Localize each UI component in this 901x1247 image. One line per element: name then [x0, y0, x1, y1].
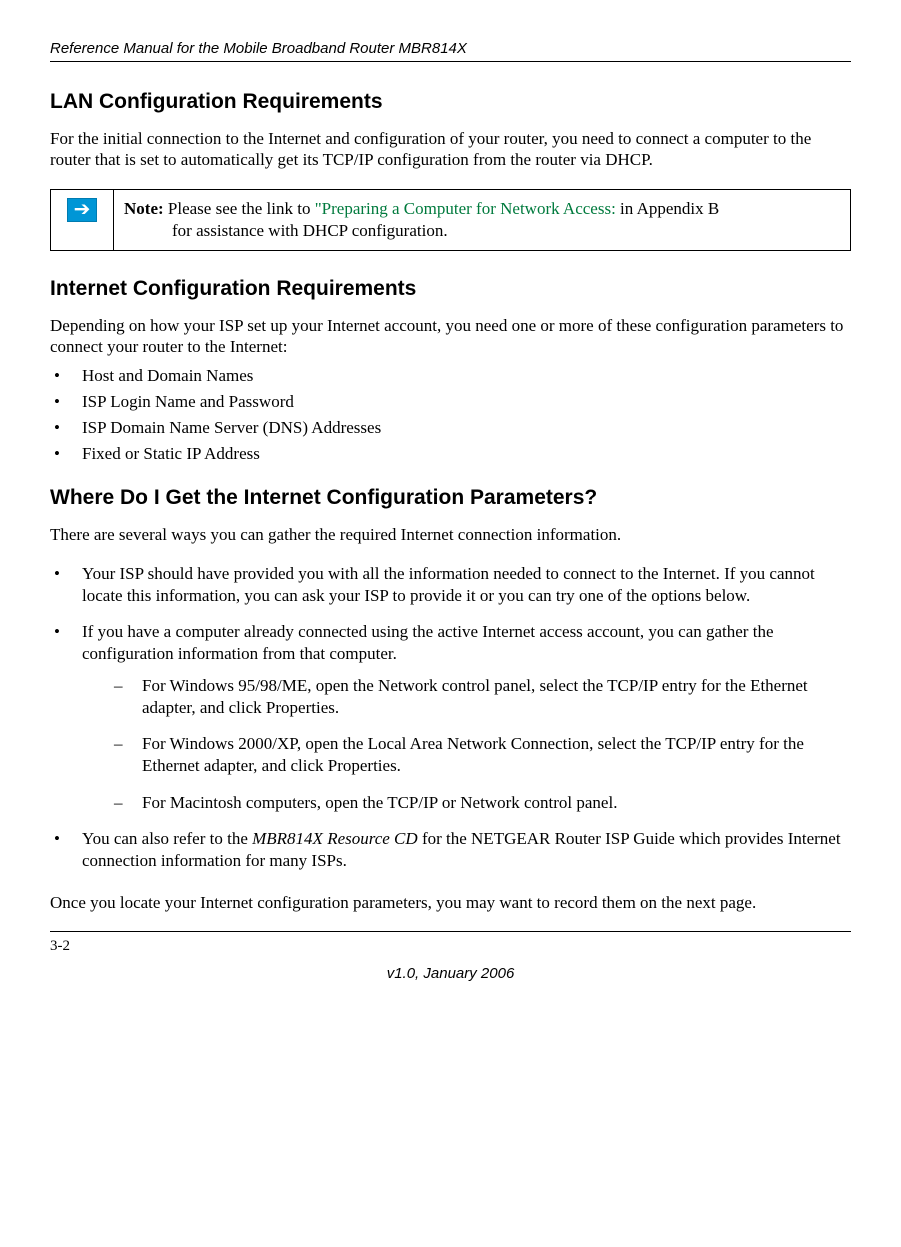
heading-internet-config: Internet Configuration Requirements	[50, 277, 851, 301]
sublist-item: For Windows 95/98/ME, open the Network c…	[82, 675, 851, 719]
list-item: ISP Login Name and Password	[50, 391, 851, 413]
note-post-link: in Appendix B	[616, 199, 719, 218]
list-item: Your ISP should have provided you with a…	[50, 563, 851, 607]
para-where-outro: Once you locate your Internet configurat…	[50, 892, 851, 913]
b3-pre: You can also refer to the	[82, 829, 252, 848]
header-rule	[50, 61, 851, 62]
heading-where-params: Where Do I Get the Internet Configuratio…	[50, 486, 851, 510]
page-number: 3-2	[50, 938, 70, 955]
note-text-cell: Note: Please see the link to "Preparing …	[114, 189, 851, 250]
footer-row: 3-2	[50, 938, 851, 955]
list-internet-params: Host and Domain Names ISP Login Name and…	[50, 365, 851, 465]
note-line2: for assistance with DHCP configuration.	[124, 220, 840, 242]
footer-version: v1.0, January 2006	[50, 965, 851, 982]
list-item: You can also refer to the MBR814X Resour…	[50, 828, 851, 872]
heading-lan-config: LAN Configuration Requirements	[50, 90, 851, 114]
note-box: Note: Please see the link to "Preparing …	[50, 189, 851, 251]
note-icon-cell	[51, 189, 114, 250]
b3-em: MBR814X Resource CD	[252, 829, 418, 848]
running-header: Reference Manual for the Mobile Broadban…	[50, 40, 851, 57]
arrow-right-icon	[67, 198, 97, 222]
note-link[interactable]: "Preparing a Computer for Network Access…	[315, 199, 616, 218]
sublist-item: For Windows 2000/XP, open the Local Area…	[82, 733, 851, 777]
note-label: Note:	[124, 199, 164, 218]
note-pre-link: Please see the link to	[164, 199, 315, 218]
list-where: Your ISP should have provided you with a…	[50, 563, 851, 872]
list-item: Fixed or Static IP Address	[50, 443, 851, 465]
para-where-intro: There are several ways you can gather th…	[50, 524, 851, 545]
list-item-text: If you have a computer already connected…	[82, 622, 774, 663]
list-item: ISP Domain Name Server (DNS) Addresses	[50, 417, 851, 439]
list-item: If you have a computer already connected…	[50, 621, 851, 814]
para-internet-intro: Depending on how your ISP set up your In…	[50, 315, 851, 358]
sublist-item: For Macintosh computers, open the TCP/IP…	[82, 792, 851, 814]
list-item: Host and Domain Names	[50, 365, 851, 387]
para-lan-config: For the initial connection to the Intern…	[50, 128, 851, 171]
sublist-os: For Windows 95/98/ME, open the Network c…	[82, 675, 851, 813]
footer-rule	[50, 931, 851, 932]
page-container: Reference Manual for the Mobile Broadban…	[0, 0, 901, 1012]
